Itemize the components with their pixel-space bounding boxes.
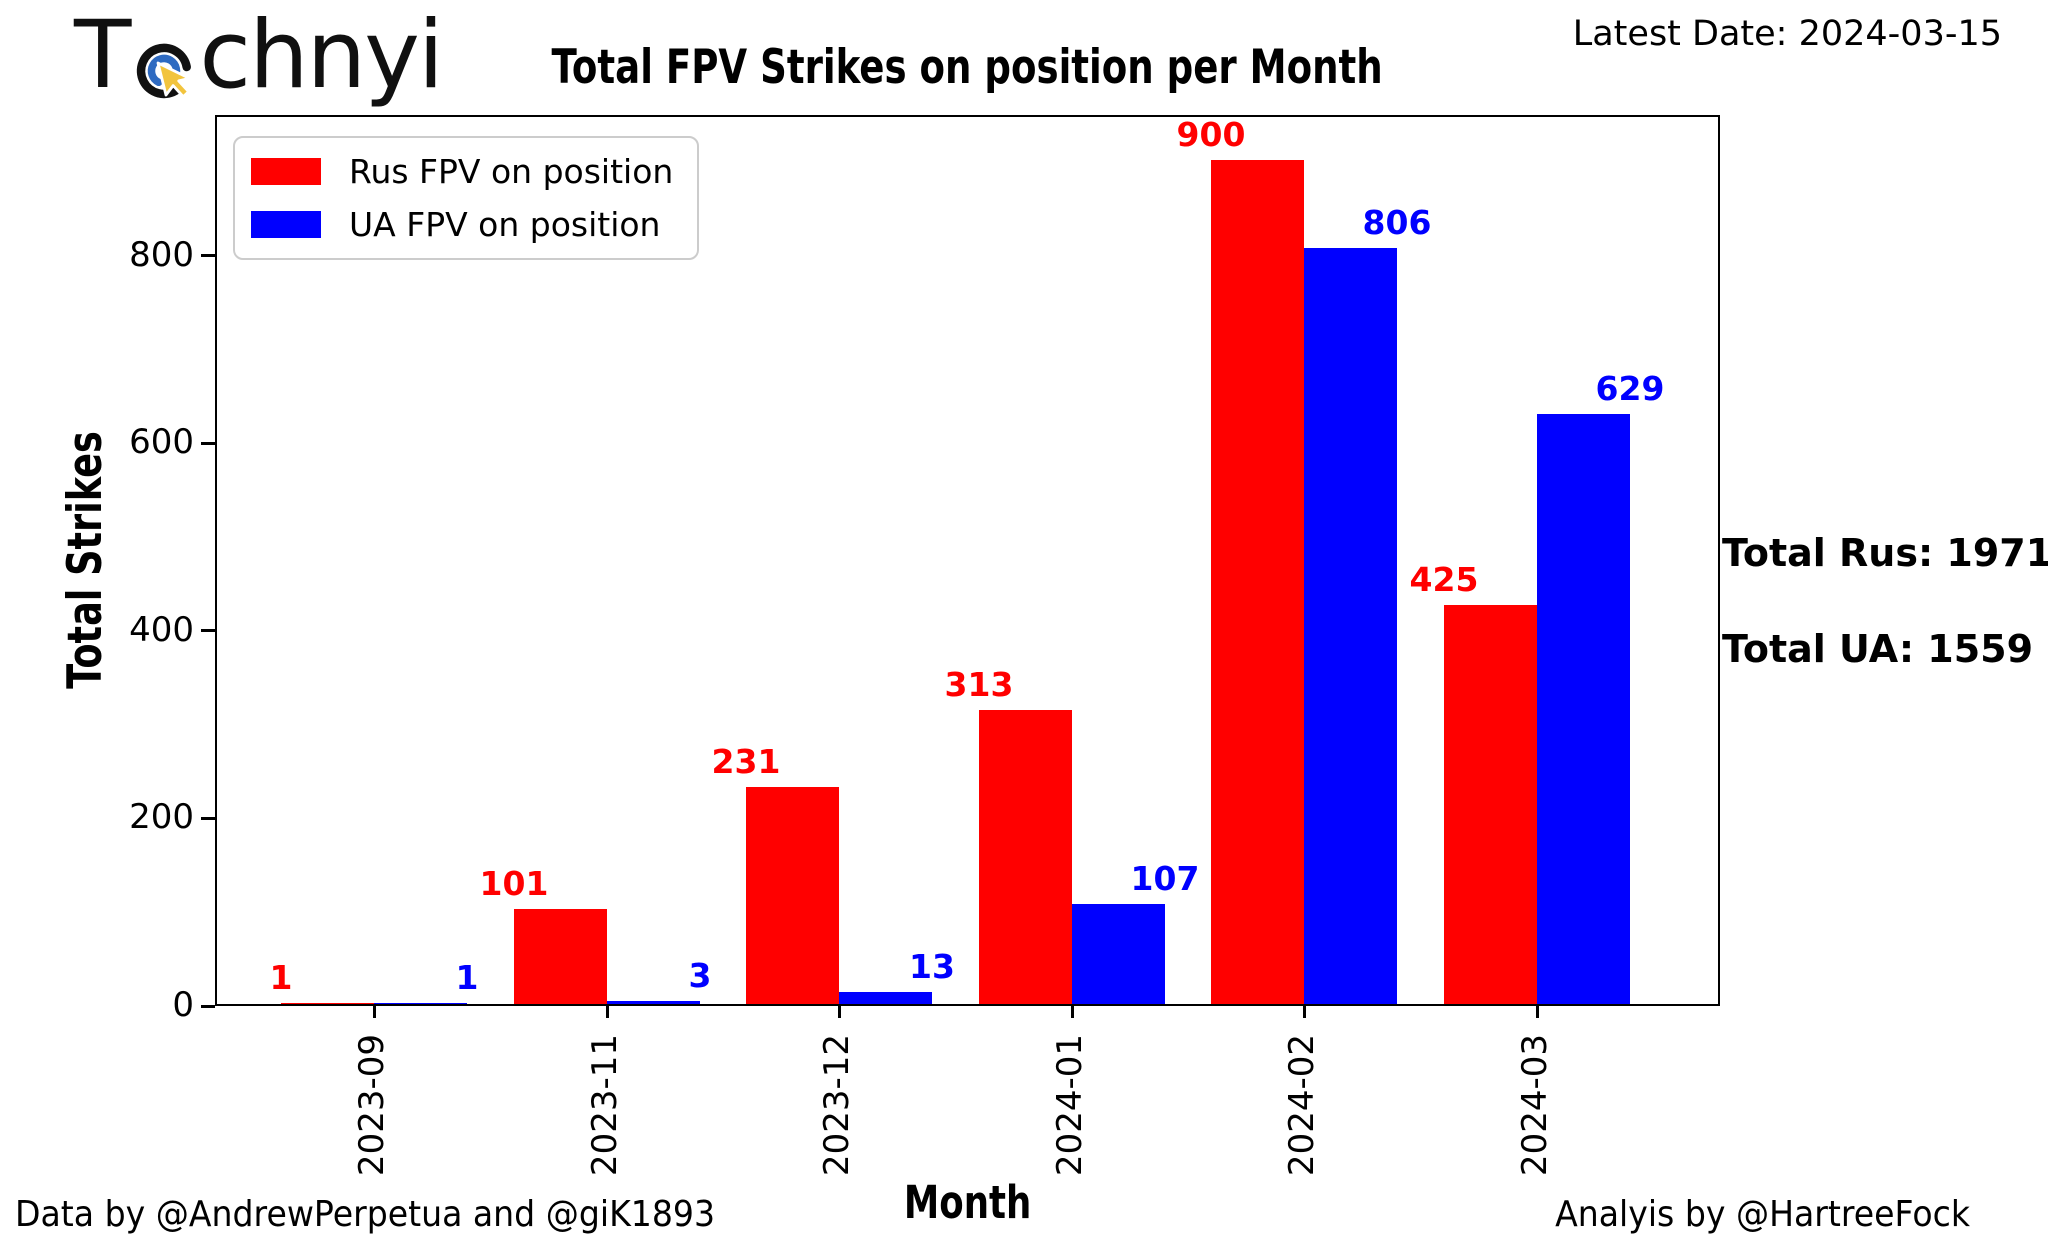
- total-rus-text: Total Rus: 1971: [1722, 531, 2048, 575]
- total-ua-text: Total UA: 1559: [1722, 627, 2034, 671]
- legend: Rus FPV on position UA FPV on position: [233, 136, 700, 260]
- bar-value-label: 425: [1409, 560, 1479, 599]
- y-tick-label: 200: [129, 797, 194, 838]
- bar-ua: [1537, 414, 1630, 1004]
- bar-ua: [839, 992, 932, 1004]
- y-tick-mark: [201, 816, 215, 820]
- y-tick-mark: [201, 254, 215, 258]
- legend-row-ua: UA FPV on position: [251, 205, 673, 244]
- bar-value-label: 3: [688, 956, 712, 995]
- chart-title: Total FPV Strikes on position per Month: [215, 40, 1720, 95]
- bar-value-label: 1: [269, 958, 293, 997]
- technyi-logo: T chnyi: [74, 1, 444, 116]
- bar-rus: [1444, 605, 1537, 1004]
- bar-rus: [281, 1003, 374, 1004]
- bar-rus: [979, 710, 1072, 1004]
- bar-ua: [607, 1001, 700, 1004]
- bar-value-label: 101: [479, 864, 549, 903]
- bar-ua: [1304, 248, 1397, 1004]
- y-tick-mark: [201, 1004, 215, 1008]
- bar-value-label: 629: [1595, 369, 1665, 408]
- bar-rus: [746, 787, 839, 1004]
- bar-value-label: 107: [1130, 859, 1200, 898]
- bar-value-label: 1: [455, 958, 479, 997]
- y-axis-label: Total Strikes: [58, 431, 113, 689]
- y-tick-label: 0: [172, 985, 194, 1025]
- legend-label-ua: UA FPV on position: [349, 205, 661, 244]
- x-tick-mark: [373, 1004, 376, 1018]
- x-tick-label: 2024-01: [1050, 1034, 1090, 1177]
- logo-text-start: T: [74, 1, 131, 110]
- x-tick-mark: [838, 1004, 841, 1018]
- x-tick-label: 2024-03: [1515, 1034, 1555, 1177]
- bar-value-label: 13: [909, 947, 955, 986]
- y-tick-label: 800: [129, 234, 194, 275]
- chart-title-text: Total FPV Strikes on position per Month: [551, 40, 1384, 95]
- bar-ua: [374, 1003, 467, 1004]
- logo-text-end: chnyi: [199, 1, 444, 110]
- x-tick-label: 2023-09: [352, 1034, 392, 1177]
- x-axis-label: Month: [215, 1176, 1720, 1229]
- x-tick-label: 2023-12: [817, 1034, 857, 1177]
- x-tick-mark: [1536, 1004, 1539, 1018]
- legend-swatch-rus: [251, 158, 321, 185]
- y-tick-label: 400: [129, 609, 194, 650]
- x-tick-label: 2023-11: [585, 1034, 625, 1177]
- bar-value-label: 900: [1176, 115, 1246, 154]
- x-axis-label-text: Month: [903, 1176, 1032, 1229]
- x-tick-mark: [606, 1004, 609, 1018]
- legend-swatch-ua: [251, 211, 321, 238]
- legend-row-rus: Rus FPV on position: [251, 152, 673, 191]
- y-tick-mark: [201, 629, 215, 633]
- y-tick-mark: [201, 441, 215, 445]
- x-tick-mark: [1071, 1004, 1074, 1018]
- totals-block: Total Rus: 1971 Total UA: 1559: [1722, 531, 2048, 671]
- bar-rus: [514, 909, 607, 1004]
- cursor-target-icon: [133, 40, 197, 104]
- bar-rus: [1211, 160, 1304, 1004]
- bar-ua: [1072, 904, 1165, 1004]
- x-tick-mark: [1303, 1004, 1306, 1018]
- plot-area: Rus FPV on position UA FPV on position 1…: [215, 115, 1720, 1018]
- legend-label-rus: Rus FPV on position: [349, 152, 674, 191]
- bar-value-label: 231: [711, 742, 781, 781]
- bar-value-label: 313: [944, 665, 1014, 704]
- data-credit-text: Data by @AndrewPerpetua and @giK1893: [15, 1194, 716, 1235]
- latest-date-text: Latest Date: 2024-03-15: [1572, 14, 2002, 54]
- bar-value-label: 806: [1362, 203, 1432, 242]
- x-tick-label: 2024-02: [1282, 1034, 1322, 1177]
- y-tick-label: 600: [129, 422, 194, 463]
- analysis-credit-text: Analyis by @HartreeFock: [1555, 1194, 1970, 1235]
